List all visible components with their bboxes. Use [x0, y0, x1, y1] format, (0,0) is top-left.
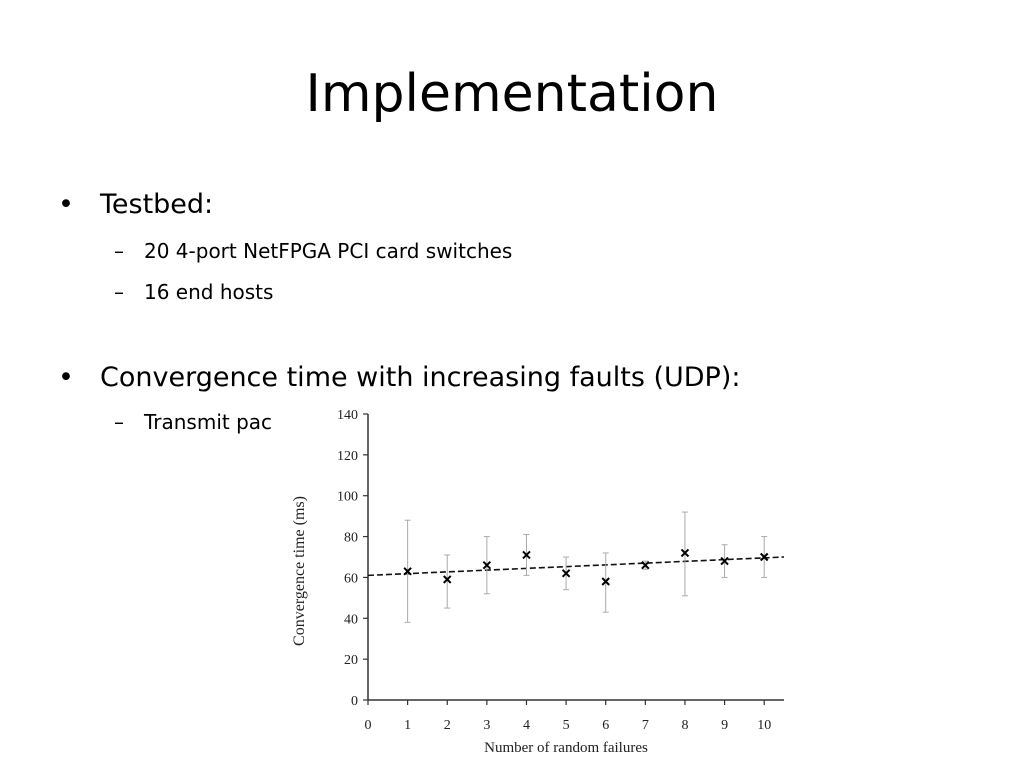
x-tick-label: 7 — [642, 718, 649, 733]
sub-bullet-text: Transmit pac — [144, 410, 273, 434]
y-tick-label: 20 — [344, 653, 358, 668]
sub-bullet-transmit: – Transmit pac — [114, 409, 272, 435]
data-point — [759, 552, 769, 562]
data-point — [561, 569, 571, 578]
x-tick-label: 8 — [681, 718, 688, 733]
data-point — [680, 548, 690, 558]
sub-bullet-hosts: –16 end hosts — [114, 279, 273, 305]
bullet-convergence: • Convergence time with increasing faults… — [58, 361, 740, 395]
x-tick-label: 2 — [444, 718, 451, 733]
data-point — [601, 577, 610, 586]
x-tick-label: 10 — [757, 718, 771, 733]
y-tick-label: 40 — [344, 612, 358, 627]
y-axis-label: Convergence time (ms) — [291, 496, 308, 646]
y-tick-label: 0 — [351, 694, 358, 709]
x-tick-label: 3 — [483, 718, 490, 733]
sub-bullet-marker: – — [114, 280, 124, 304]
data-point — [482, 560, 492, 570]
x-tick-label: 0 — [365, 718, 372, 733]
sub-bullet-marker: – — [114, 239, 124, 263]
sub-bullet-switches: –20 4-port NetFPGA PCI card switches — [114, 238, 512, 264]
x-tick-label: 9 — [721, 718, 728, 733]
data-point — [522, 550, 531, 560]
bullet-text: Convergence time with increasing faults … — [100, 362, 741, 393]
y-tick-label: 100 — [337, 490, 358, 505]
x-tick-label: 5 — [563, 718, 570, 733]
convergence-chart: 0 20 40 60 80 100 120 140 0 1 2 3 4 5 6 7 8 9 10 Number of … — [282, 398, 790, 758]
x-tick-label: 4 — [523, 718, 530, 733]
data-point — [403, 567, 412, 576]
y-tick-label: 140 — [337, 408, 358, 423]
data-point — [443, 575, 452, 584]
bullet-marker: • — [58, 362, 74, 393]
data-point — [641, 560, 650, 570]
x-tick-label: 6 — [602, 718, 609, 733]
x-tick-label: 1 — [404, 718, 411, 733]
sub-bullet-marker: – — [114, 410, 124, 434]
sub-bullet-text: 16 end hosts — [144, 280, 274, 304]
y-tick-label: 80 — [344, 531, 358, 546]
trend-line — [367, 556, 785, 577]
slide-title: Implementation — [305, 64, 719, 124]
data-point — [720, 556, 729, 566]
bullet-text: Testbed: — [100, 189, 214, 220]
bullet-marker: • — [58, 189, 74, 220]
sub-bullet-text: 20 4-port NetFPGA PCI card switches — [144, 239, 513, 263]
y-tick-label: 60 — [344, 571, 358, 586]
x-axis-label: Number of random failures — [484, 740, 648, 756]
bullet-testbed: • Testbed: — [58, 188, 213, 222]
y-tick-label: 120 — [337, 449, 358, 464]
